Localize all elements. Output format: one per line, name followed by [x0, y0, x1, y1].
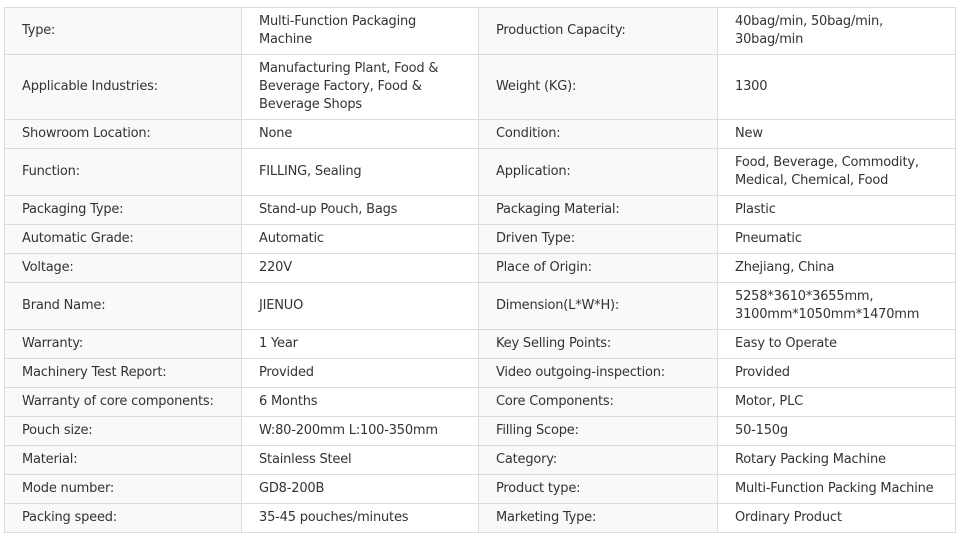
spec-value: 6 Months — [241, 387, 479, 417]
spec-label: Marketing Type: — [478, 503, 718, 533]
spec-value: Provided — [717, 358, 956, 388]
spec-row: Packing speed: 35-45 pouches/minutes Marke… — [4, 503, 956, 533]
spec-label: Condition: — [478, 119, 718, 149]
spec-value: Provided — [241, 358, 479, 388]
spec-value: Food, Beverage, Commodity, Medical, Chem… — [717, 148, 956, 196]
spec-row: Packaging Type: Stand-up Pouch, Bags Packa… — [4, 195, 956, 225]
spec-label: Voltage: — [4, 253, 242, 283]
spec-value: Plastic — [717, 195, 956, 225]
spec-value: 50-150g — [717, 416, 956, 446]
spec-value: JIENUO — [241, 282, 479, 330]
spec-label: Showroom Location: — [4, 119, 242, 149]
spec-value: 220V — [241, 253, 479, 283]
spec-row: Brand Name: JIENUO Dimension(L*W*H): 5258*3… — [4, 282, 956, 330]
spec-label: Type: — [4, 7, 242, 55]
spec-label: Video outgoing-inspection: — [478, 358, 718, 388]
spec-label: Brand Name: — [4, 282, 242, 330]
spec-value: FILLING, Sealing — [241, 148, 479, 196]
spec-value: New — [717, 119, 956, 149]
spec-label: Warranty: — [4, 329, 242, 359]
spec-value: 1300 — [717, 54, 956, 120]
spec-label: Mode number: — [4, 474, 242, 504]
spec-row: Warranty of core components: 6 Months Core… — [4, 387, 956, 417]
spec-label: Key Selling Points: — [478, 329, 718, 359]
spec-value: 40bag/min, 50bag/min, 30bag/min — [717, 7, 956, 55]
spec-value: Zhejiang, China — [717, 253, 956, 283]
spec-value: Multi-Function Packaging Machine — [241, 7, 479, 55]
spec-label: Weight (KG): — [478, 54, 718, 120]
spec-value: Motor, PLC — [717, 387, 956, 417]
spec-label: Warranty of core components: — [4, 387, 242, 417]
spec-label: Packaging Type: — [4, 195, 242, 225]
spec-label: Place of Origin: — [478, 253, 718, 283]
spec-label: Function: — [4, 148, 242, 196]
spec-row: Showroom Location: None Condition: New — [4, 119, 956, 149]
spec-value: 5258*3610*3655mm, 3100mm*1050mm*1470mm — [717, 282, 956, 330]
spec-value: Ordinary Product — [717, 503, 956, 533]
spec-value: W:80-200mm L:100-350mm — [241, 416, 479, 446]
spec-label: Product type: — [478, 474, 718, 504]
spec-value: Easy to Operate — [717, 329, 956, 359]
spec-row: Function: FILLING, Sealing Application: Foo… — [4, 148, 956, 196]
spec-label: Driven Type: — [478, 224, 718, 254]
spec-value: 1 Year — [241, 329, 479, 359]
spec-row: Applicable Industries: Manufacturing Plan… — [4, 54, 956, 120]
spec-label: Packaging Material: — [478, 195, 718, 225]
spec-label: Dimension(L*W*H): — [478, 282, 718, 330]
spec-value: Automatic — [241, 224, 479, 254]
spec-row: Material: Stainless Steel Category: Rotary … — [4, 445, 956, 475]
spec-value: Stand-up Pouch, Bags — [241, 195, 479, 225]
spec-label: Filling Scope: — [478, 416, 718, 446]
spec-label: Application: — [478, 148, 718, 196]
spec-row: Automatic Grade: Automatic Driven Type: Pne… — [4, 224, 956, 254]
spec-row: Pouch size: W:80-200mm L:100-350mm Filling… — [4, 416, 956, 446]
spec-value: Stainless Steel — [241, 445, 479, 475]
spec-value: None — [241, 119, 479, 149]
spec-row: Machinery Test Report: Provided Video outg… — [4, 358, 956, 388]
spec-value: Manufacturing Plant, Food & Beverage Fac… — [241, 54, 479, 120]
spec-label: Applicable Industries: — [4, 54, 242, 120]
spec-value: 35-45 pouches/minutes — [241, 503, 479, 533]
spec-label: Pouch size: — [4, 416, 242, 446]
spec-value: GD8-200B — [241, 474, 479, 504]
spec-row: Warranty: 1 Year Key Selling Points: Easy t… — [4, 329, 956, 359]
spec-label: Category: — [478, 445, 718, 475]
spec-label: Material: — [4, 445, 242, 475]
product-specs-table: Type: Multi-Function Packaging Machine Pro… — [4, 7, 956, 533]
spec-value: Pneumatic — [717, 224, 956, 254]
spec-row: Voltage: 220V Place of Origin: Zhejiang, Ch… — [4, 253, 956, 283]
spec-label: Packing speed: — [4, 503, 242, 533]
spec-value: Rotary Packing Machine — [717, 445, 956, 475]
spec-value: Multi-Function Packing Machine — [717, 474, 956, 504]
spec-label: Automatic Grade: — [4, 224, 242, 254]
spec-label: Machinery Test Report: — [4, 358, 242, 388]
spec-row: Mode number: GD8-200B Product type: Multi-F… — [4, 474, 956, 504]
spec-row: Type: Multi-Function Packaging Machine Pro… — [4, 7, 956, 55]
spec-label: Core Components: — [478, 387, 718, 417]
spec-label: Production Capacity: — [478, 7, 718, 55]
